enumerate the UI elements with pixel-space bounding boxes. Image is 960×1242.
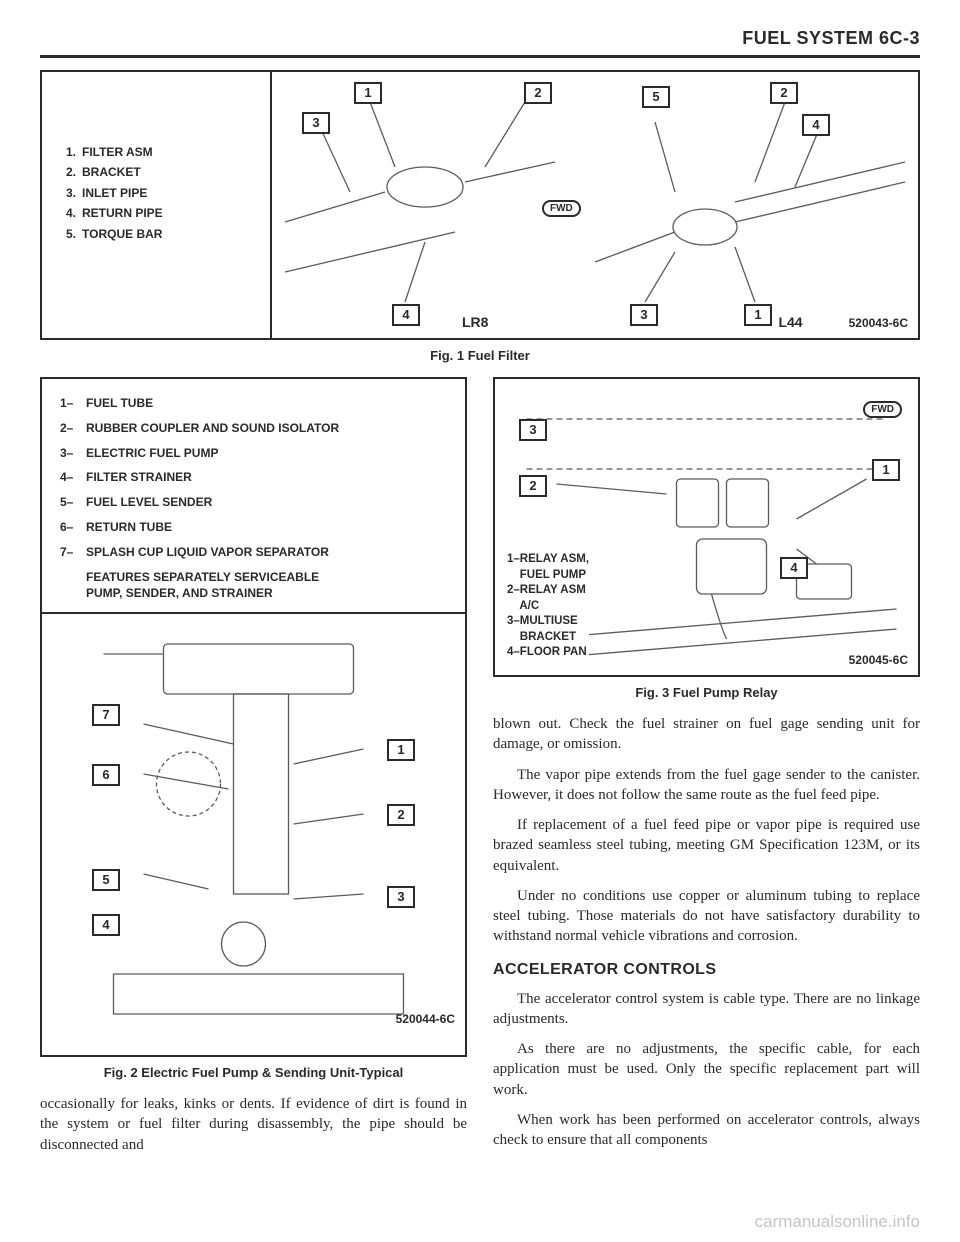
- callout: 6: [92, 764, 120, 786]
- watermark: carmanualsonline.info: [755, 1212, 920, 1232]
- accelerator-controls-heading: ACCELERATOR CONTROLS: [493, 961, 920, 979]
- callout: 1: [354, 82, 382, 104]
- page: FUEL SYSTEM 6C-3 1.FILTER ASM 2.BRACKET …: [0, 0, 960, 1242]
- callout: 7: [92, 704, 120, 726]
- callout: 3: [302, 112, 330, 134]
- right-column: 3 2 1 4 FWD 1–RELAY ASM, FUEL PUMP 2–REL…: [493, 377, 920, 1165]
- figure-3-legend: 1–RELAY ASM, FUEL PUMP 2–RELAY ASM A/C 3…: [507, 552, 589, 661]
- figure-1-diagram: 1 2 5 2 3 4 4 3 1 FWD LR8 L44 520043-6C: [272, 72, 918, 338]
- fig1-caption: Fig. 1 Fuel Filter: [40, 348, 920, 363]
- fig2-caption: Fig. 2 Electric Fuel Pump & Sending Unit…: [40, 1065, 467, 1080]
- two-column-area: 1–FUEL TUBE 2–RUBBER COUPLER AND SOUND I…: [40, 377, 920, 1165]
- callout: 4: [802, 114, 830, 136]
- callout: 3: [519, 419, 547, 441]
- callout: 5: [642, 86, 670, 108]
- callout: 3: [387, 886, 415, 908]
- figure-2-diagram: 7 6 5 4 1 2 3 520044-6C: [42, 614, 465, 1034]
- callout: 2: [519, 475, 547, 497]
- page-header: FUEL SYSTEM 6C-3: [40, 28, 920, 58]
- figure-3-box: 3 2 1 4 FWD 1–RELAY ASM, FUEL PUMP 2–REL…: [493, 377, 920, 677]
- fig3-ref: 520045-6C: [849, 653, 908, 667]
- callout: 2: [770, 82, 798, 104]
- fig1-bottom-labels: LR8 L44: [272, 314, 918, 330]
- callout: 2: [524, 82, 552, 104]
- left-body-text: occasionally for leaks, kinks or dents. …: [40, 1094, 467, 1155]
- fwd-badge: FWD: [863, 401, 902, 418]
- fig1-sketch: [272, 72, 918, 338]
- figure-1-legend: 1.FILTER ASM 2.BRACKET 3.INLET PIPE 4.RE…: [42, 72, 272, 338]
- left-column: 1–FUEL TUBE 2–RUBBER COUPLER AND SOUND I…: [40, 377, 467, 1165]
- callout: 1: [387, 739, 415, 761]
- fig3-caption: Fig. 3 Fuel Pump Relay: [493, 685, 920, 700]
- figure-2-legend: 1–FUEL TUBE 2–RUBBER COUPLER AND SOUND I…: [42, 379, 465, 614]
- callout: 1: [872, 459, 900, 481]
- right-body-text: blown out. Check the fuel strainer on fu…: [493, 714, 920, 1150]
- figure-1-box: 1.FILTER ASM 2.BRACKET 3.INLET PIPE 4.RE…: [40, 70, 920, 340]
- fwd-badge: FWD: [542, 200, 581, 217]
- fig2-ref: 520044-6C: [396, 1012, 455, 1026]
- callout: 5: [92, 869, 120, 891]
- figure-2-box: 1–FUEL TUBE 2–RUBBER COUPLER AND SOUND I…: [40, 377, 467, 1057]
- callout: 2: [387, 804, 415, 826]
- callout: 4: [92, 914, 120, 936]
- callout: 4: [780, 557, 808, 579]
- fig1-ref: 520043-6C: [849, 316, 908, 330]
